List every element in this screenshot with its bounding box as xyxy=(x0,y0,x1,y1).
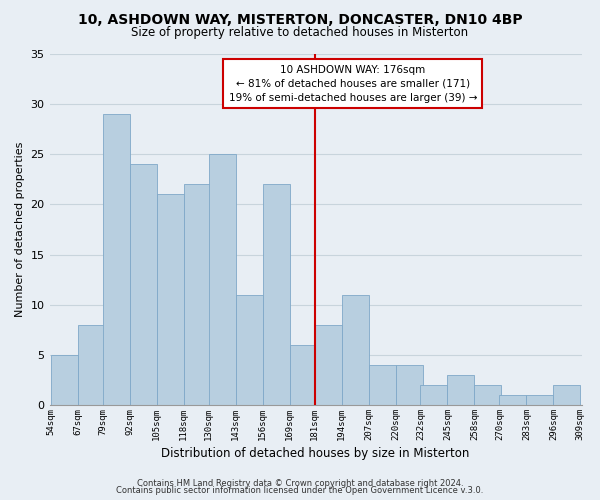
Bar xyxy=(475,385,502,405)
Bar xyxy=(290,345,317,405)
Bar xyxy=(103,114,130,405)
Bar xyxy=(184,184,211,405)
Bar xyxy=(448,375,475,405)
Bar xyxy=(51,355,78,405)
Bar xyxy=(157,194,184,405)
Bar xyxy=(78,325,105,405)
X-axis label: Distribution of detached houses by size in Misterton: Distribution of detached houses by size … xyxy=(161,447,470,460)
Bar xyxy=(314,325,341,405)
Bar xyxy=(553,385,580,405)
Bar xyxy=(526,395,553,405)
Bar xyxy=(395,365,422,405)
Bar xyxy=(421,385,448,405)
Bar xyxy=(499,395,526,405)
Text: 10, ASHDOWN WAY, MISTERTON, DONCASTER, DN10 4BP: 10, ASHDOWN WAY, MISTERTON, DONCASTER, D… xyxy=(77,12,523,26)
Bar xyxy=(130,164,157,405)
Bar xyxy=(209,154,236,405)
Bar xyxy=(368,365,395,405)
Bar xyxy=(341,294,368,405)
Text: Contains public sector information licensed under the Open Government Licence v.: Contains public sector information licen… xyxy=(116,486,484,495)
Text: Contains HM Land Registry data © Crown copyright and database right 2024.: Contains HM Land Registry data © Crown c… xyxy=(137,478,463,488)
Bar xyxy=(263,184,290,405)
Bar xyxy=(236,294,263,405)
Text: 10 ASHDOWN WAY: 176sqm
← 81% of detached houses are smaller (171)
19% of semi-de: 10 ASHDOWN WAY: 176sqm ← 81% of detached… xyxy=(229,64,477,102)
Text: Size of property relative to detached houses in Misterton: Size of property relative to detached ho… xyxy=(131,26,469,39)
Y-axis label: Number of detached properties: Number of detached properties xyxy=(15,142,25,317)
